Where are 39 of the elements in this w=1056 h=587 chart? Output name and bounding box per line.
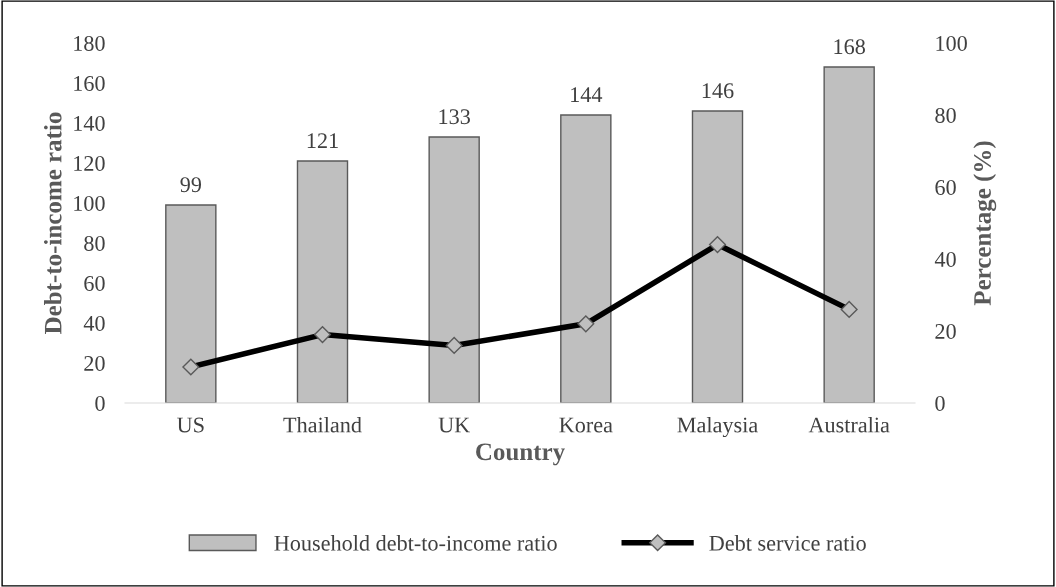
x-tick-label: US xyxy=(177,417,204,433)
y-tick-label: 40 xyxy=(83,315,105,331)
y-tick-label: 60 xyxy=(84,275,105,291)
y2-tick-label: 80 xyxy=(935,107,956,123)
y-axis-title: Debt-to-income ratio xyxy=(43,112,62,334)
bar xyxy=(560,114,612,403)
y2-axis-title: Percentage (%) xyxy=(973,141,997,306)
y-tick-label: 120 xyxy=(74,155,105,171)
x-axis-title: Country xyxy=(476,443,565,466)
y-tick-label: 80 xyxy=(84,235,105,251)
x-tick-label: UK xyxy=(438,417,470,433)
y-tick-label: 20 xyxy=(84,355,105,371)
y-tick-label: 100 xyxy=(74,195,105,211)
bar xyxy=(165,204,217,403)
bar xyxy=(823,66,875,403)
x-tick-label: Korea xyxy=(559,417,613,433)
y-tick-label: 0 xyxy=(95,395,105,411)
y-tick-label: 160 xyxy=(74,75,105,91)
bar xyxy=(296,160,349,403)
x-tick-label: Malaysia xyxy=(677,416,758,438)
y2-tick-label: 100 xyxy=(936,35,967,51)
data-label: 146 xyxy=(702,83,734,99)
legend-label: Debt service ratio xyxy=(709,535,866,551)
data-label: 133 xyxy=(439,109,470,125)
bar xyxy=(691,110,744,403)
y2-tick-label: 40 xyxy=(934,251,956,267)
data-label: 144 xyxy=(571,87,603,102)
bar xyxy=(428,136,480,403)
y2-tick-label: 60 xyxy=(935,179,956,195)
data-label: 121 xyxy=(307,133,338,148)
data-label: 168 xyxy=(834,39,865,55)
y2-tick-label: 20 xyxy=(935,323,956,339)
y2-tick-label: 0 xyxy=(935,395,945,411)
data-label: 99 xyxy=(180,177,202,193)
x-tick-label: Australia xyxy=(808,416,890,433)
y-tick-label: 180 xyxy=(74,35,105,51)
y-tick-label: 140 xyxy=(74,115,105,131)
x-tick-label: Thailand xyxy=(283,416,362,433)
legend-label: Household debt-to-income ratio xyxy=(274,535,557,551)
